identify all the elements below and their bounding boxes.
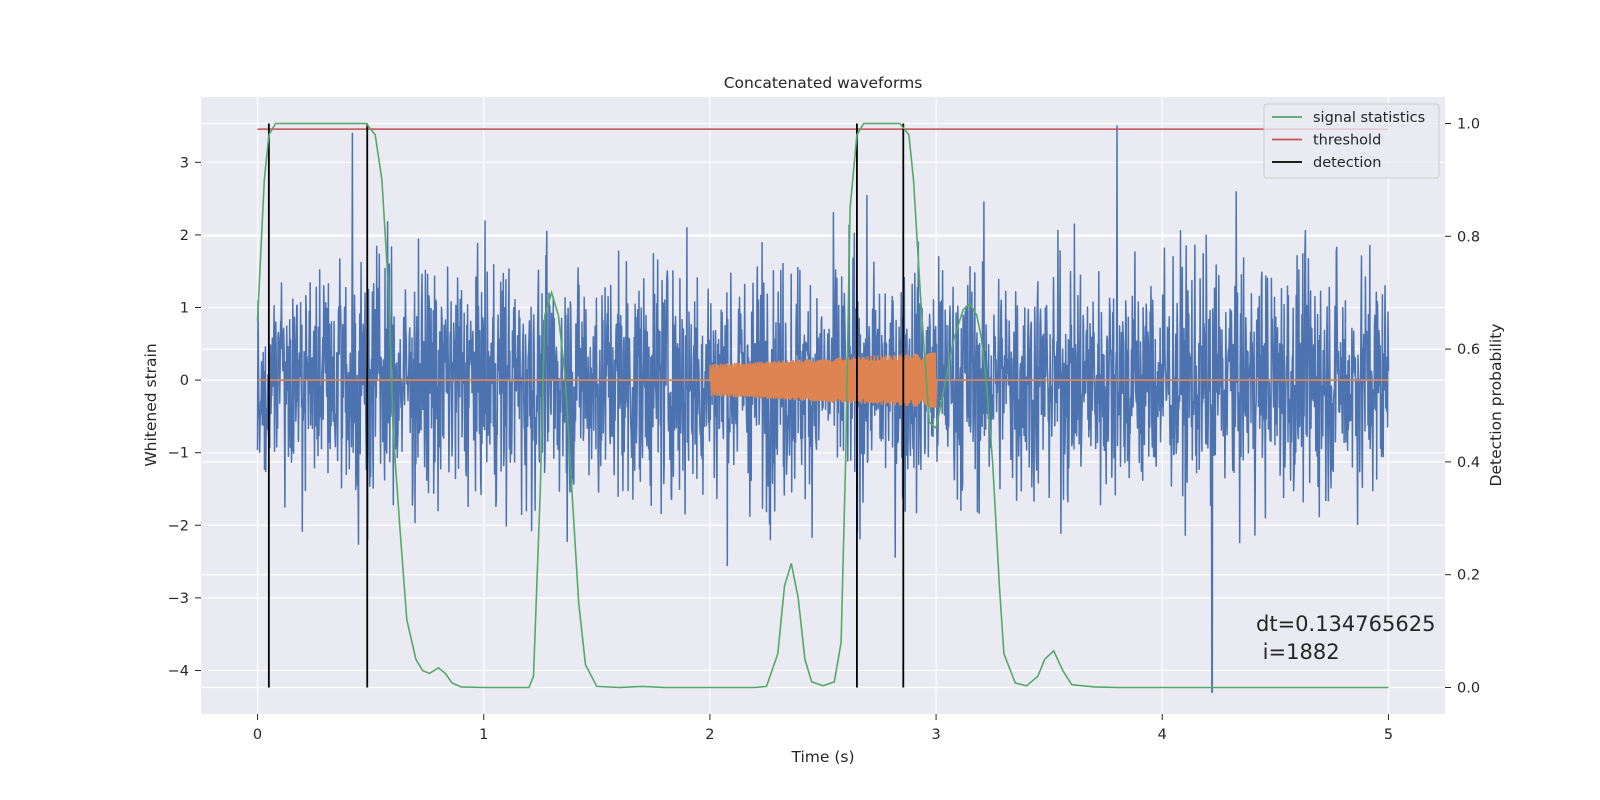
legend-label: threshold xyxy=(1313,133,1381,149)
y-tick-label: 1 xyxy=(180,301,189,317)
x-tick-label: 0 xyxy=(253,727,262,743)
strain-line xyxy=(256,125,1390,693)
legend-box xyxy=(1263,103,1440,179)
y-tick-label: 0 xyxy=(180,373,189,389)
y2-tick-label: 1.0 xyxy=(1457,117,1480,133)
legend: signal statistics threshold detection xyxy=(1263,103,1440,179)
y-tick-label: 3 xyxy=(180,155,189,171)
detection-lines xyxy=(267,123,905,688)
x-tick-label: 3 xyxy=(931,727,940,743)
y2-tick-label: 0.4 xyxy=(1457,455,1480,471)
y-tick-label: −2 xyxy=(168,518,189,534)
y2-axis-ticks: 0.0 0.2 0.4 0.6 0.8 1.0 xyxy=(1445,117,1480,696)
y-axis-label: Whitened strain xyxy=(142,343,160,466)
y-axis-ticks: −4 −3 −2 −1 0 1 2 3 xyxy=(168,155,201,679)
y2-tick-label: 0.6 xyxy=(1457,342,1480,358)
chart-title: Concatenated waveforms xyxy=(724,74,923,92)
y2-axis-label: Detection probability xyxy=(1487,324,1505,487)
y-tick-label: −4 xyxy=(168,663,189,679)
y2-tick-label: 0.8 xyxy=(1457,229,1480,245)
x-tick-label: 5 xyxy=(1384,727,1393,743)
x-axis-ticks: 0 1 2 3 4 5 xyxy=(253,714,1393,743)
y-tick-label: −3 xyxy=(168,591,189,607)
x-tick-label: 1 xyxy=(479,727,488,743)
legend-label: detection xyxy=(1313,155,1381,171)
y2-tick-label: 0.0 xyxy=(1457,680,1480,696)
y-tick-label: −1 xyxy=(168,446,189,462)
x-axis-label: Time (s) xyxy=(790,748,854,766)
strain-series xyxy=(256,125,1390,693)
y-tick-label: 2 xyxy=(180,228,189,244)
x-tick-label: 4 xyxy=(1158,727,1167,743)
annotation-i: i=1882 xyxy=(1256,640,1340,664)
injection-line xyxy=(257,352,1389,408)
legend-label: signal statistics xyxy=(1313,110,1425,126)
y2-tick-label: 0.2 xyxy=(1457,568,1480,584)
annotation-dt: dt=0.134765625 xyxy=(1256,612,1435,636)
x-tick-label: 2 xyxy=(705,727,714,743)
signal-statistics-line xyxy=(256,122,1389,689)
